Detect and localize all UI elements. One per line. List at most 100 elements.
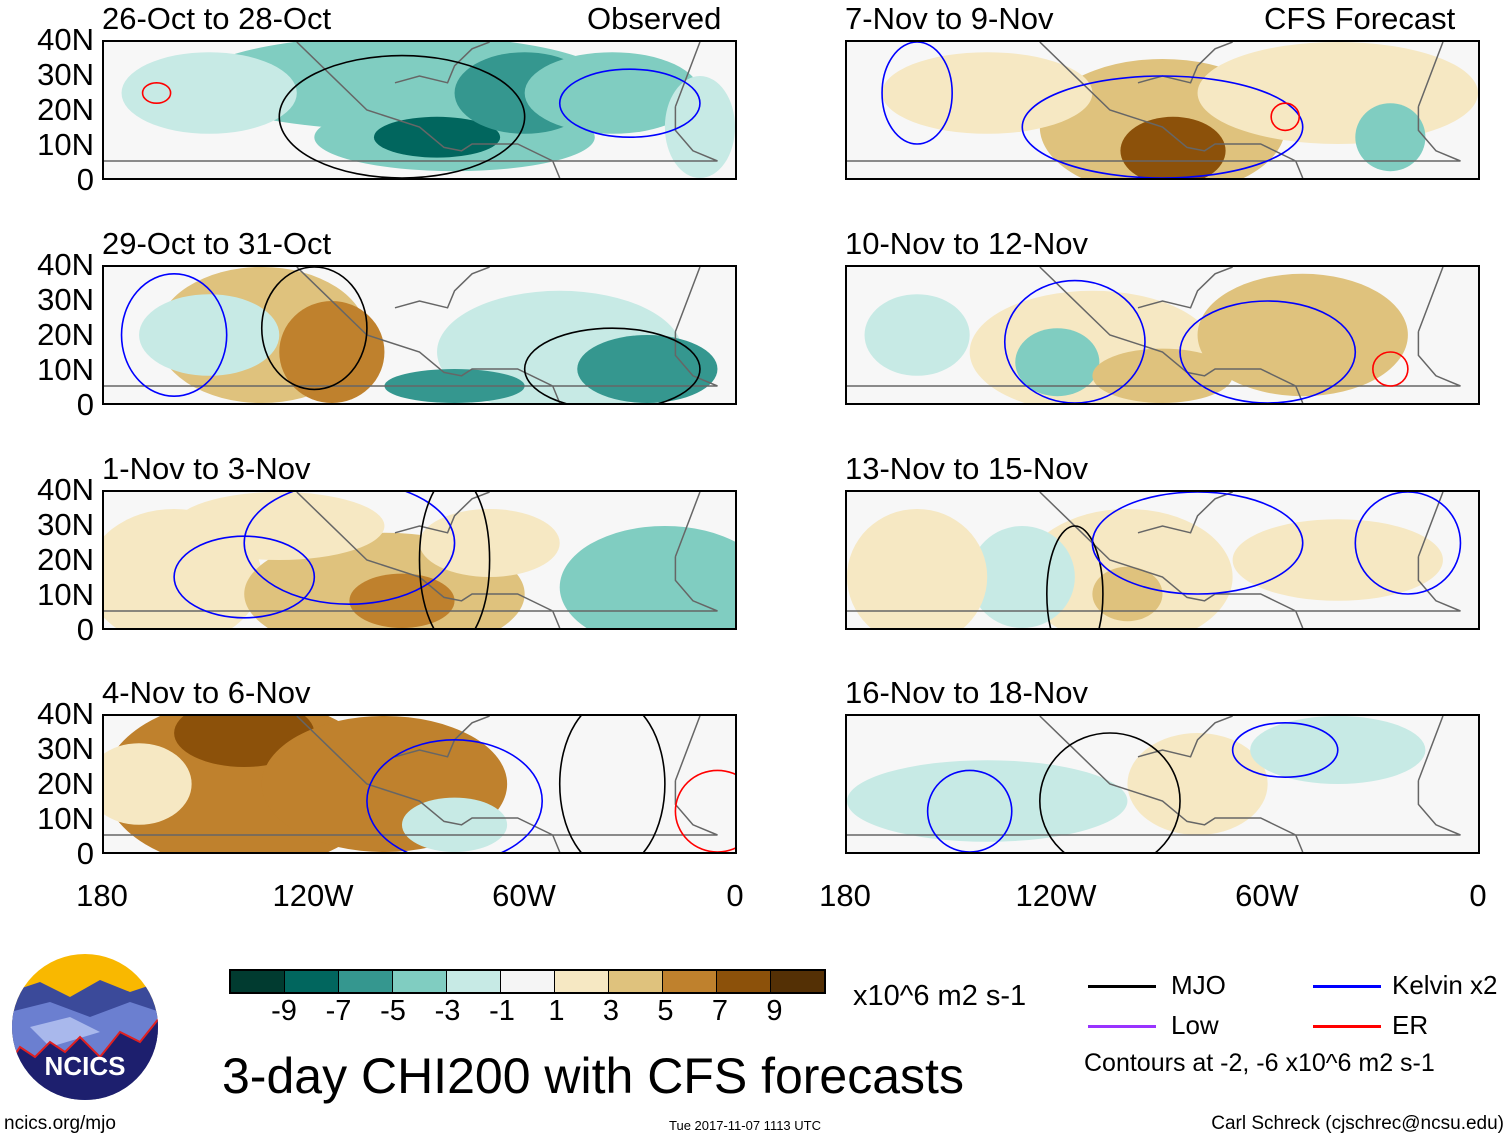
colorbar-swatch — [285, 971, 339, 992]
y-tick: 0 — [76, 836, 94, 871]
colorbar-label: 5 — [657, 995, 674, 1027]
legend-kelvin: Kelvin x2 — [1392, 970, 1498, 1000]
mjo-legend-line — [1088, 985, 1156, 988]
anomaly-region — [121, 52, 297, 134]
svg-text:NCICS: NCICS — [45, 1051, 126, 1081]
coastline — [104, 42, 718, 178]
forecast-label: CFS Forecast — [1264, 1, 1456, 36]
wave-contour — [523, 327, 701, 403]
y-tick: 30N — [37, 731, 94, 766]
wave-contour — [1039, 732, 1181, 852]
y-tick: 40N — [37, 696, 94, 731]
wave-contour — [558, 68, 701, 139]
wave-contour — [260, 267, 368, 391]
anomaly-region — [969, 526, 1075, 628]
legend-mjo: MJO — [1171, 970, 1226, 1000]
anomaly-region — [373, 116, 501, 158]
colorbar-label: 7 — [711, 995, 729, 1027]
map-panel — [845, 40, 1480, 180]
x-tick: 180 — [76, 878, 128, 913]
colorbar-swatch — [393, 971, 447, 992]
wave-contour — [1003, 279, 1146, 403]
colorbar-label: -7 — [325, 995, 352, 1027]
coastline — [847, 716, 1461, 852]
anomaly-region — [577, 335, 718, 403]
wave-contour — [278, 54, 526, 178]
colorbar-swatch — [663, 971, 717, 992]
x-tick: 0 — [726, 878, 744, 913]
anomaly-region — [1197, 273, 1408, 397]
colorbar-swatch — [717, 971, 771, 992]
colorbar-swatch — [501, 971, 555, 992]
anomaly-region — [559, 526, 735, 628]
anomaly-region — [1232, 519, 1443, 601]
wave-contour — [243, 492, 456, 605]
anomaly-region — [847, 760, 1128, 842]
anomaly-region — [1092, 348, 1233, 403]
y-tick: 0 — [76, 387, 94, 422]
panel-title: 4-Nov to 6-Nov — [102, 675, 311, 710]
wave-contour — [1354, 492, 1462, 595]
y-tick: 30N — [37, 57, 94, 92]
wave-contour — [674, 769, 735, 852]
timestamp: Tue 2017-11-07 1113 UTC — [669, 1118, 821, 1133]
anomaly-region — [524, 52, 700, 134]
figure-title: 3-day CHI200 with CFS forecasts — [222, 1048, 964, 1104]
y-tick: 30N — [37, 507, 94, 542]
y-tick: 20N — [37, 766, 94, 801]
coastline — [847, 492, 1461, 628]
wave-contour — [1270, 102, 1301, 132]
anomaly-region — [882, 52, 1093, 134]
y-tick: 10N — [37, 577, 94, 612]
x-tick: 0 — [1469, 878, 1487, 913]
website-link[interactable]: ncics.org/mjo — [4, 1113, 116, 1134]
wave-contour — [418, 492, 491, 628]
panel-title: 1-Nov to 3-Nov — [102, 451, 311, 486]
contour-note: Contours at -2, -6 x10^6 m2 s-1 — [1084, 1049, 1435, 1077]
colorbar-label: -3 — [434, 995, 461, 1027]
map-panel — [102, 714, 737, 854]
anomaly-region — [847, 509, 988, 628]
y-tick: 40N — [37, 22, 94, 57]
panel-title: 29-Oct to 31-Oct — [102, 226, 332, 261]
wave-contour — [366, 739, 543, 852]
map-panel — [845, 265, 1480, 405]
map-panel — [845, 714, 1480, 854]
wave-contour — [558, 716, 666, 852]
wave-contour — [881, 42, 953, 145]
y-tick: 0 — [76, 162, 94, 197]
colorbar-label: 3 — [602, 995, 620, 1027]
y-tick: 10N — [37, 127, 94, 162]
panel-title: 7-Nov to 9-Nov — [845, 1, 1054, 36]
wave-contour — [1091, 492, 1304, 595]
wave-contour — [120, 272, 228, 398]
panel-title: 26-Oct to 28-Oct — [102, 1, 332, 36]
coastline — [847, 42, 1461, 178]
anomaly-region — [1355, 103, 1426, 172]
wave-contour — [1179, 300, 1357, 403]
map-panel — [102, 490, 737, 630]
legend-low: Low — [1171, 1010, 1219, 1040]
y-tick: 40N — [37, 472, 94, 507]
anomaly-region — [401, 797, 508, 852]
x-tick: 60W — [1235, 878, 1299, 913]
panel-title: 10-Nov to 12-Nov — [845, 226, 1088, 261]
coastline — [847, 267, 1461, 403]
anomaly-region — [279, 301, 385, 403]
y-tick: 20N — [37, 317, 94, 352]
map-panel — [845, 490, 1480, 630]
legend-er: ER — [1392, 1010, 1429, 1040]
y-tick: 10N — [37, 801, 94, 836]
anomaly-region — [349, 573, 455, 628]
wave-contour — [1231, 721, 1339, 779]
wave-contour — [1021, 75, 1304, 178]
colorbar-swatch — [555, 971, 609, 992]
y-tick: 20N — [37, 542, 94, 577]
wave-contour — [141, 81, 172, 104]
author-credit: Carl Schreck (cjschrec@ncsu.edu) — [1211, 1113, 1504, 1134]
observed-label: Observed — [587, 1, 722, 36]
ncics-logo: NCICS — [12, 954, 158, 1100]
y-tick: 10N — [37, 352, 94, 387]
colorbar-swatch — [339, 971, 393, 992]
